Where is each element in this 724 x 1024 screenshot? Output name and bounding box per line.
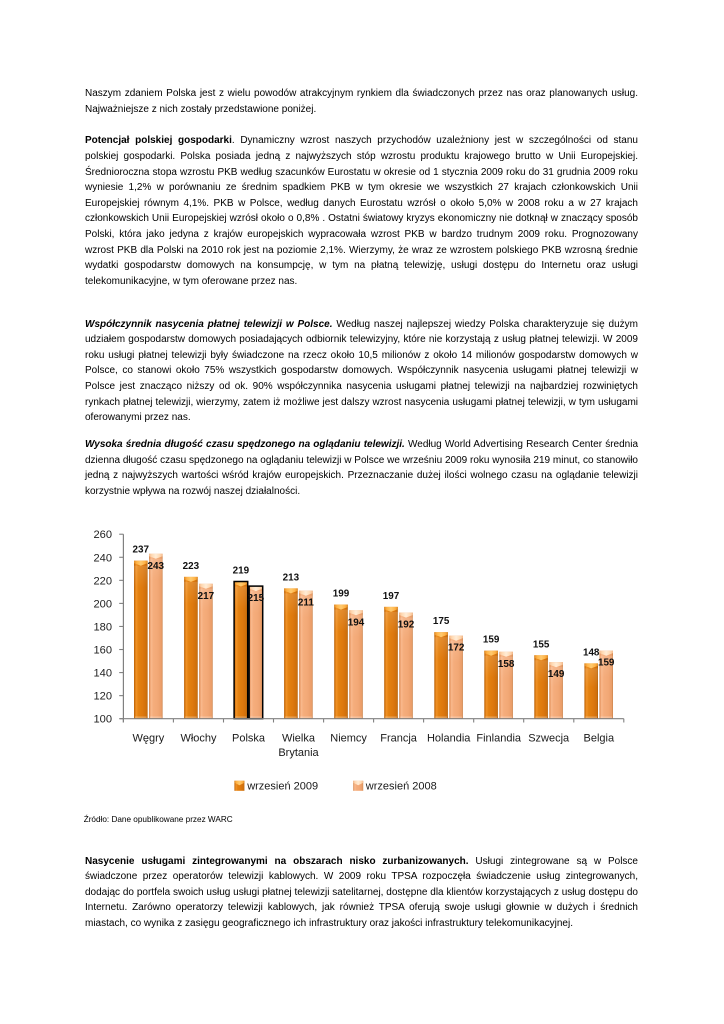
svg-text:140: 140 [93,668,112,680]
svg-text:219: 219 [233,566,250,577]
svg-text:160: 160 [93,645,112,657]
svg-text:159: 159 [483,635,500,646]
svg-text:197: 197 [383,591,400,602]
svg-text:243: 243 [148,561,165,572]
svg-text:158: 158 [498,659,515,670]
svg-text:180: 180 [93,622,112,634]
svg-text:175: 175 [433,616,450,627]
svg-text:172: 172 [448,643,465,654]
svg-text:Finlandia: Finlandia [476,733,522,745]
svg-text:211: 211 [298,598,314,609]
svg-text:Włochy: Włochy [180,733,217,745]
svg-text:155: 155 [533,639,550,650]
svg-text:148: 148 [583,647,600,658]
svg-text:260: 260 [93,529,112,541]
svg-text:200: 200 [93,598,112,610]
svg-text:194: 194 [348,617,365,628]
svg-text:Szwecja: Szwecja [528,733,570,745]
svg-text:Brytania: Brytania [278,747,319,759]
svg-text:100: 100 [93,714,112,726]
svg-text:159: 159 [598,658,615,669]
svg-text:213: 213 [283,572,300,583]
svg-text:Holandia: Holandia [427,733,471,745]
svg-text:223: 223 [183,561,200,572]
svg-text:192: 192 [398,620,415,631]
svg-text:120: 120 [93,691,112,703]
svg-text:wrzesień 2009: wrzesień 2009 [246,781,318,793]
svg-text:Polska: Polska [232,733,266,745]
svg-text:wrzesień 2008: wrzesień 2008 [365,781,437,793]
svg-text:Francja: Francja [380,733,418,745]
svg-text:Węgry: Węgry [133,733,165,745]
svg-text:217: 217 [198,591,215,602]
svg-text:149: 149 [548,669,565,680]
svg-text:Wielka: Wielka [282,733,316,745]
svg-text:215: 215 [248,593,265,604]
svg-text:Niemcy: Niemcy [330,733,367,745]
svg-text:240: 240 [93,552,112,564]
svg-text:220: 220 [93,575,112,587]
svg-text:237: 237 [133,545,150,556]
svg-text:Belgia: Belgia [584,733,615,745]
svg-text:199: 199 [333,589,350,600]
